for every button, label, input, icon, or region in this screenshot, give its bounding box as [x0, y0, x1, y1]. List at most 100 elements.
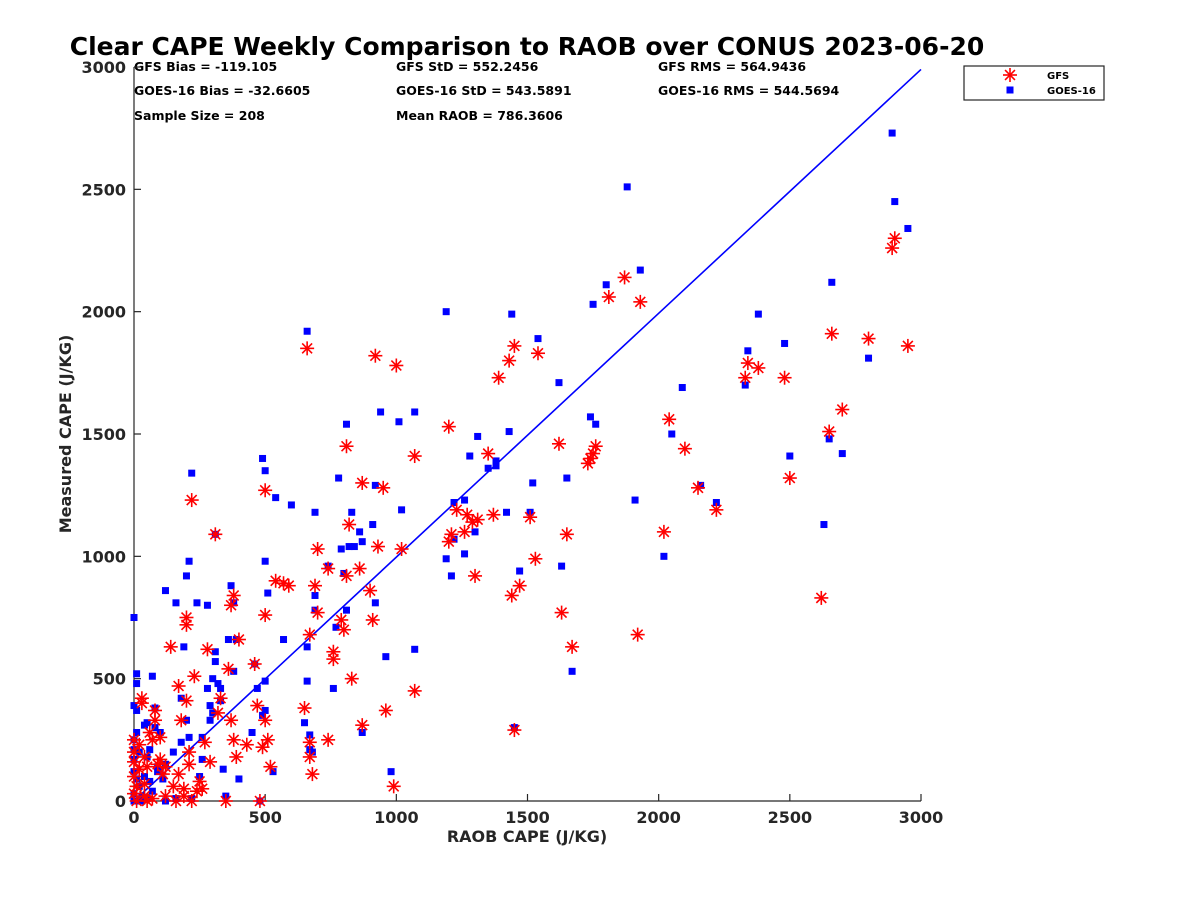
goes16-point: [217, 684, 225, 692]
goes16-point: [461, 550, 469, 558]
gfs-point: [310, 605, 325, 620]
gfs-point: [630, 627, 645, 642]
goes16-point: [227, 582, 235, 590]
goes16-point: [177, 694, 185, 702]
gfs-point: [231, 632, 246, 647]
gfs-point: [321, 732, 336, 747]
goes16-point: [308, 748, 316, 756]
gfs-point: [365, 612, 380, 627]
gfs-point: [504, 588, 519, 603]
goes16-point: [461, 496, 469, 504]
goes16-point: [345, 543, 353, 551]
goes16-point: [371, 481, 379, 489]
goes16-point: [631, 496, 639, 504]
goes16-point: [151, 724, 159, 732]
gfs-point: [260, 732, 275, 747]
goes16-point: [198, 733, 206, 741]
legend-gfs-label: GFS: [1047, 71, 1069, 82]
goes16-point: [466, 452, 474, 460]
goes16-point: [668, 430, 676, 438]
goes16-point: [516, 567, 524, 575]
gfs-point: [565, 639, 580, 654]
gfs-point: [208, 527, 223, 542]
goes16-point: [387, 768, 395, 776]
gfs-point: [305, 767, 320, 782]
gfs-bias-stat: GFS Bias = -119.105: [134, 59, 277, 74]
goes16-point: [471, 528, 479, 536]
gfs-point: [481, 446, 496, 461]
goes16-point: [447, 572, 455, 580]
gfs-point: [691, 480, 706, 495]
legend-goes16-label: GOES-16: [1047, 86, 1096, 97]
gfs-point: [835, 402, 850, 417]
goes16-point: [188, 469, 196, 477]
gfs-point: [195, 781, 210, 796]
gfs-point: [334, 612, 349, 627]
gfs-point: [528, 551, 543, 566]
goes16-point: [219, 765, 227, 773]
goes16-point: [484, 464, 492, 472]
gfs-point: [158, 789, 173, 804]
gfs-point: [171, 679, 186, 694]
gfs-point: [342, 517, 357, 532]
goes16-point: [492, 462, 500, 470]
gfs-point: [127, 745, 141, 760]
x-tick-label: 3000: [899, 808, 944, 827]
goes16-point: [342, 606, 350, 614]
goes16-point: [356, 528, 364, 536]
gfs-point: [662, 412, 677, 427]
gfs-point: [588, 439, 603, 454]
gfs-point: [302, 749, 317, 764]
goes16-point: [211, 658, 219, 666]
goes16-point: [214, 680, 222, 688]
x-tick-label: 2000: [636, 808, 681, 827]
goes16-point: [133, 680, 141, 688]
goes16-point: [148, 787, 156, 795]
gfs-point: [378, 703, 393, 718]
goes16-point: [253, 684, 261, 692]
goes16-point: [209, 675, 217, 683]
y-tick-label: 2000: [81, 303, 126, 322]
goes16-point: [332, 623, 340, 631]
gfs-point: [344, 671, 359, 686]
x-axis-label: RAOB CAPE (J/KG): [447, 827, 607, 846]
goes16-point: [568, 667, 576, 675]
x-tick-label: 0: [128, 808, 139, 827]
gfs-point: [302, 735, 317, 750]
goes16-point: [248, 728, 256, 736]
goes16-point: [411, 645, 419, 653]
gfs-point: [449, 502, 464, 517]
goes16-point: [382, 653, 390, 661]
gfs-point: [530, 346, 545, 361]
goes16-point: [371, 599, 379, 607]
gfs-point: [751, 360, 766, 375]
goes16-point: [206, 702, 214, 710]
goes16-point: [450, 535, 458, 543]
gfs-point: [140, 759, 155, 774]
goes16-point: [198, 755, 206, 763]
chart-title: Clear CAPE Weekly Comparison to RAOB ove…: [70, 32, 985, 61]
y-axis-label: Measured CAPE (J/KG): [56, 335, 75, 534]
goes16-point: [369, 521, 377, 529]
gfs-point: [224, 598, 239, 613]
goes16-point: [503, 508, 511, 516]
goes16-point: [904, 224, 912, 232]
gfs-point: [255, 740, 270, 755]
gfs-point: [339, 568, 354, 583]
gfs-point: [137, 749, 152, 764]
goes16-point: [492, 457, 500, 465]
goes16-point: [329, 684, 337, 692]
gfs-point: [470, 512, 485, 527]
goes16-point: [838, 450, 846, 458]
goes16-point: [602, 281, 610, 289]
gfs-point: [137, 776, 152, 791]
goes16-point: [828, 278, 836, 286]
goes16-point: [865, 354, 873, 362]
gfs-point: [263, 759, 278, 774]
goes16-point: [820, 521, 828, 529]
goes16-point: [348, 508, 356, 516]
gfs-point: [153, 730, 168, 745]
gfs-point: [171, 767, 186, 782]
goes16-point: [172, 599, 180, 607]
